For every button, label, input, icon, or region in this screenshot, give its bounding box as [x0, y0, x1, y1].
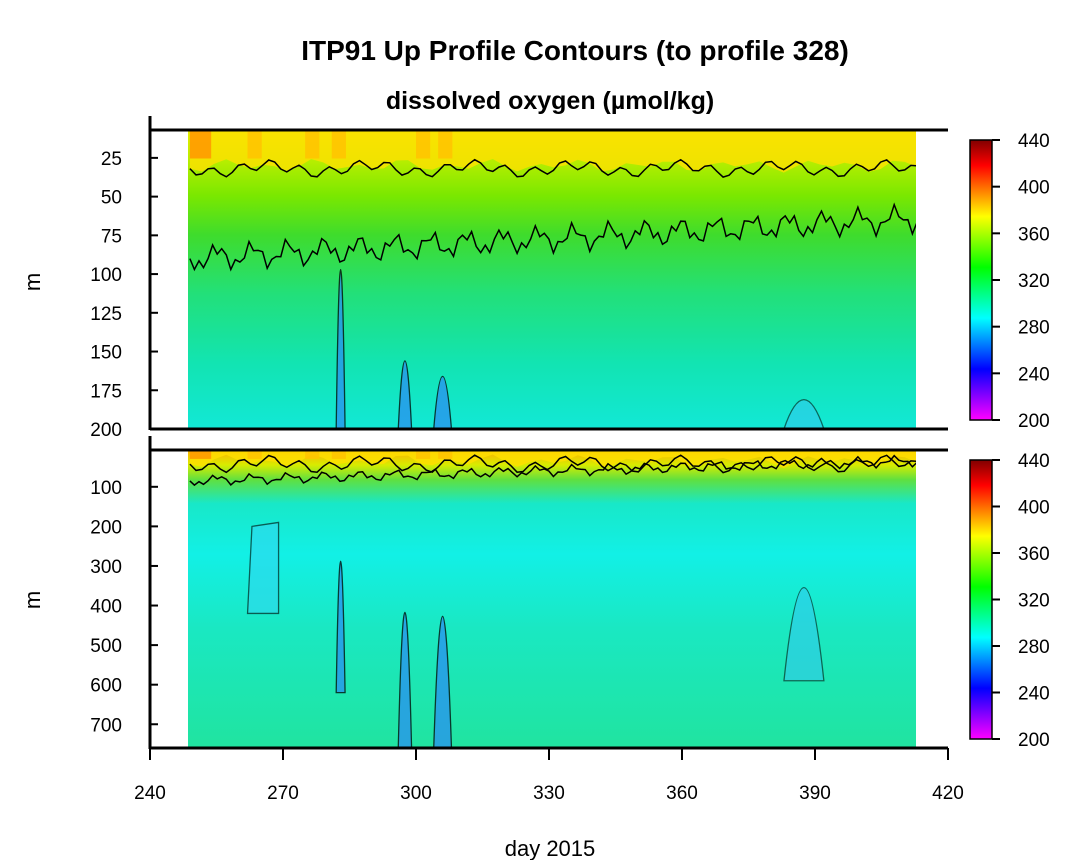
surface-maximum-patch	[438, 450, 453, 459]
y-tick-label: 100	[90, 478, 122, 499]
oxygen-minimum-column	[397, 360, 413, 429]
colorbar-tick-label: 200	[1018, 730, 1050, 751]
colorbar-tick-label: 200	[1018, 411, 1050, 432]
colorbar-tick-label: 280	[1018, 318, 1050, 339]
oxygen-minimum-column	[335, 561, 346, 694]
oxygen-minimum-column	[433, 376, 453, 429]
x-tick-label: 360	[666, 783, 698, 804]
x-tick-label: 300	[400, 783, 432, 804]
lower-y-axis-label: m	[20, 591, 45, 609]
y-tick-label: 50	[101, 188, 122, 209]
colorbar-tick-label: 320	[1018, 591, 1050, 612]
x-tick-label: 270	[267, 783, 299, 804]
colorbar-tick-label: 320	[1018, 271, 1050, 292]
surface-maximum-layer	[189, 450, 916, 469]
x-axis-label: day 2015	[505, 836, 596, 860]
surface-maximum-patch	[247, 450, 262, 459]
oxygen-minimum-column	[783, 399, 825, 429]
x-tick-label: 330	[533, 783, 565, 804]
y-tick-label: 200	[90, 517, 122, 538]
deep-low-oxygen-patch	[246, 521, 280, 615]
y-tick-label: 125	[90, 304, 122, 325]
contour-line-deep	[189, 454, 916, 487]
surface-maximum-patch	[331, 450, 346, 459]
colorbar-tick-label: 360	[1018, 544, 1050, 565]
surface-maximum-patch	[189, 130, 212, 159]
y-tick-label: 400	[90, 597, 122, 618]
lower-panel: 100 200 300 400 500 600 700 m	[20, 436, 948, 750]
upper-panel-field	[188, 130, 916, 429]
upper-panel: 25 50 75 100 125 150 175 200 m	[20, 116, 948, 441]
y-tick-label: 600	[90, 676, 122, 697]
x-tick-label: 240	[134, 783, 166, 804]
y-tick-label: 100	[90, 265, 122, 286]
colorbar-ramp	[969, 459, 993, 740]
colorbar-tick-label: 280	[1018, 637, 1050, 658]
surface-maximum-layer	[189, 130, 916, 173]
colorbar-tick-label: 440	[1018, 451, 1050, 472]
y-tick-label: 175	[90, 381, 122, 402]
contour-line-shallow	[189, 454, 916, 474]
colorbar-tick-label: 400	[1018, 178, 1050, 199]
upper-y-axis-label: m	[20, 273, 45, 291]
chart-subtitle: dissolved oxygen (µmol/kg)	[386, 87, 714, 115]
x-tick-label: 390	[799, 783, 831, 804]
upper-colorbar: 200 240 280 320 360 400 440	[969, 131, 1050, 432]
lower-y-ticks: 100 200 300 400 500 600 700	[90, 478, 158, 736]
oxygen-minimum-column	[335, 269, 346, 429]
y-tick-label: 300	[90, 557, 122, 578]
surface-maximum-patch	[305, 130, 320, 159]
oxygen-minimum-column	[397, 611, 413, 748]
surface-maximum-patch	[438, 130, 453, 159]
surface-maximum-patch	[416, 450, 431, 459]
upper-panel-features	[189, 130, 916, 429]
y-tick-label: 25	[101, 149, 122, 170]
chart-title: ITP91 Up Profile Contours (to profile 32…	[301, 35, 849, 66]
x-axis: 240 270 300 330 360 390 420	[134, 748, 964, 804]
colorbar-tick-label: 240	[1018, 684, 1050, 705]
y-tick-label: 500	[90, 636, 122, 657]
surface-maximum-patch	[189, 450, 212, 459]
y-tick-label: 75	[101, 226, 122, 247]
upper-y-ticks: 25 50 75 100 125 150 175 200	[90, 149, 158, 441]
lower-panel-features	[189, 450, 916, 748]
contour-line-deep	[189, 202, 916, 272]
lower-colorbar: 200 240 280 320 360 400 440	[969, 451, 1050, 751]
y-tick-label: 700	[90, 715, 122, 736]
surface-maximum-patch	[331, 130, 346, 159]
surface-maximum-patch	[305, 450, 320, 459]
contour-line-shallow	[189, 158, 916, 178]
y-tick-label: 200	[90, 420, 122, 441]
colorbar-tick-label: 240	[1018, 364, 1050, 385]
lower-panel-field	[188, 450, 916, 748]
y-tick-label: 150	[90, 343, 122, 364]
x-tick-label: 420	[932, 783, 964, 804]
colorbar-ramp	[969, 139, 993, 421]
oxygen-minimum-column	[433, 616, 453, 748]
surface-maximum-patch	[247, 130, 262, 159]
colorbar-tick-label: 440	[1018, 131, 1050, 152]
upper-panel-frame	[148, 116, 948, 431]
colorbar-tick-label: 360	[1018, 224, 1050, 245]
surface-maximum-patch	[416, 130, 431, 159]
colorbar-tick-label: 400	[1018, 498, 1050, 519]
oxygen-minimum-column	[783, 587, 825, 682]
